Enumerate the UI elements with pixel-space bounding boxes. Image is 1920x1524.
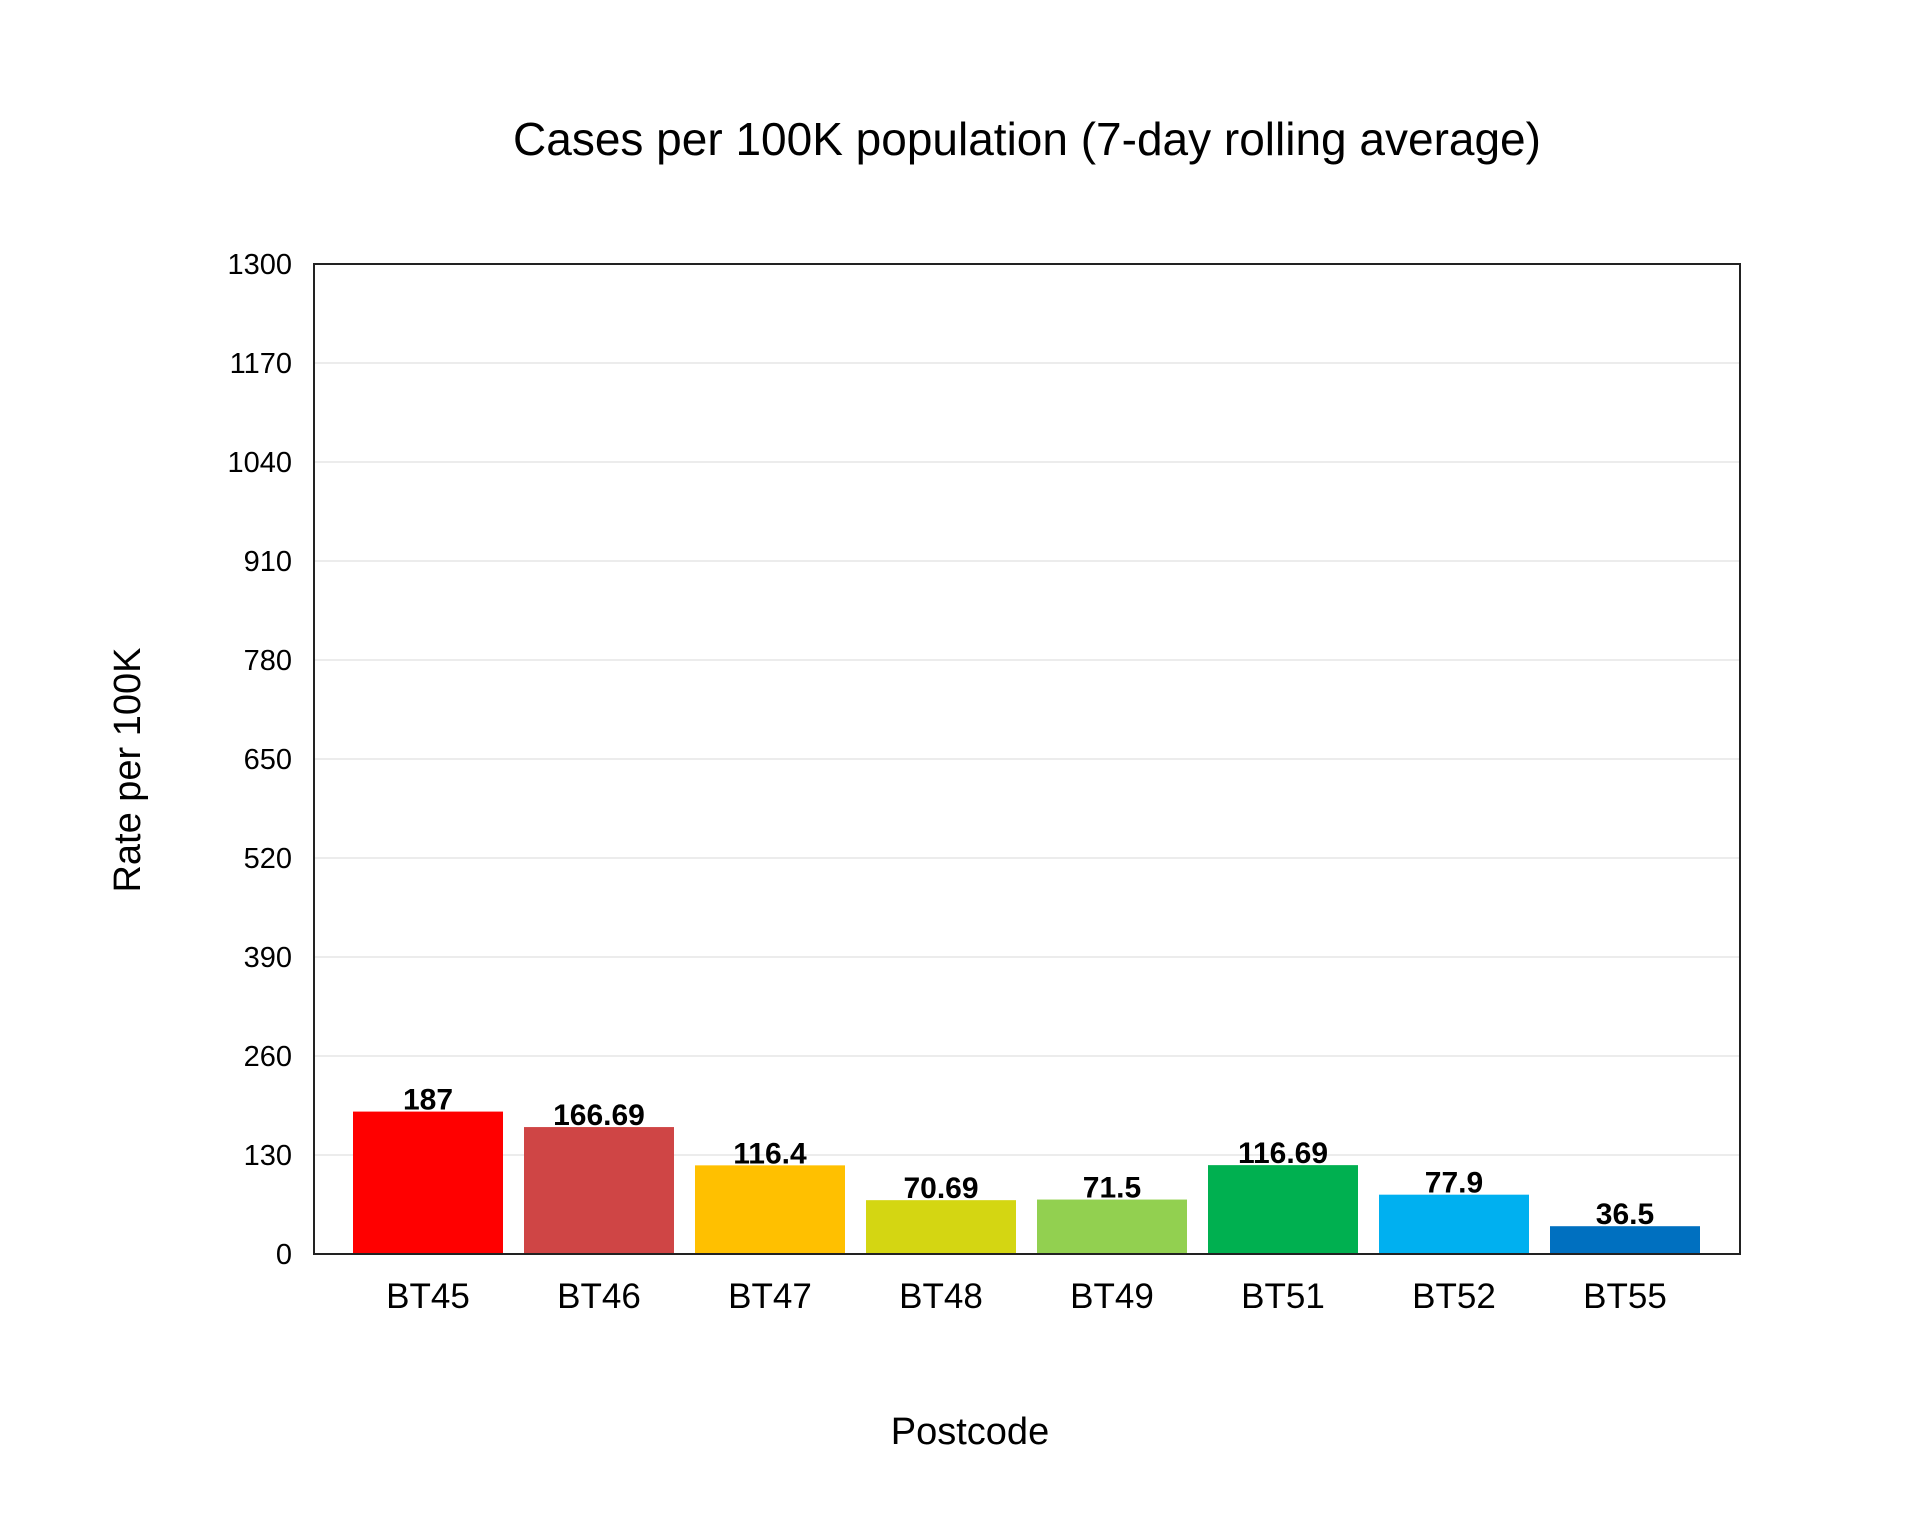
data-label-bt51: 116.69 — [1238, 1137, 1328, 1170]
bar-bt47 — [695, 1165, 845, 1254]
gridlines — [314, 362, 1740, 1156]
bar-bt51 — [1208, 1165, 1358, 1254]
y-tick-label: 390 — [244, 942, 292, 974]
chart-title: Cases per 100K population (7-day rolling… — [513, 113, 1541, 165]
y-tick-label: 260 — [244, 1041, 292, 1073]
x-axis-ticks: BT45 BT46 BT47 BT48 BT49 BT51 BT52 BT55 — [386, 1277, 1667, 1316]
x-tick-label-bt47: BT47 — [728, 1277, 812, 1316]
data-label-bt48: 70.69 — [903, 1172, 978, 1205]
data-label-bt55: 36.5 — [1596, 1198, 1654, 1231]
bars — [353, 1111, 1700, 1254]
x-axis-label: Postcode — [891, 1411, 1049, 1453]
y-tick-label: 780 — [244, 645, 292, 677]
y-tick-label: 1300 — [227, 249, 292, 281]
bar-bt48 — [866, 1200, 1016, 1254]
data-label-bt49: 71.5 — [1083, 1172, 1141, 1205]
x-tick-label-bt49: BT49 — [1070, 1277, 1154, 1316]
y-tick-label: 520 — [244, 843, 292, 875]
data-labels: 187 166.69 116.4 70.69 71.5 116.69 77.9 36.5 — [403, 1084, 1654, 1232]
y-tick-label: 130 — [244, 1140, 292, 1172]
y-axis-label: Rate per 100K — [107, 647, 149, 892]
y-tick-label: 0 — [276, 1239, 292, 1271]
bar-bt45 — [353, 1111, 503, 1254]
bar-bt49 — [1037, 1199, 1187, 1254]
x-tick-label-bt55: BT55 — [1583, 1277, 1667, 1316]
bar-bt52 — [1379, 1194, 1529, 1254]
x-tick-label-bt46: BT46 — [557, 1277, 641, 1316]
data-label-bt52: 77.9 — [1425, 1167, 1483, 1200]
bar-bt55 — [1550, 1226, 1700, 1254]
data-label-bt47: 116.4 — [733, 1137, 807, 1170]
data-label-bt46: 166.69 — [553, 1099, 645, 1132]
x-tick-label-bt51: BT51 — [1241, 1277, 1325, 1316]
y-tick-label: 650 — [244, 744, 292, 776]
y-tick-label: 910 — [244, 546, 292, 578]
x-tick-label-bt48: BT48 — [899, 1277, 983, 1316]
bar-bt46 — [524, 1127, 674, 1254]
y-tick-label: 1040 — [227, 447, 292, 479]
x-tick-label-bt52: BT52 — [1412, 1277, 1496, 1316]
data-label-bt45: 187 — [403, 1084, 453, 1117]
plot-area — [313, 263, 1741, 1255]
y-tick-label: 1170 — [230, 348, 292, 380]
y-axis-ticks: 0 130 260 390 520 650 780 910 1040 1170 1300 — [227, 249, 292, 1271]
x-tick-label-bt45: BT45 — [386, 1277, 470, 1316]
